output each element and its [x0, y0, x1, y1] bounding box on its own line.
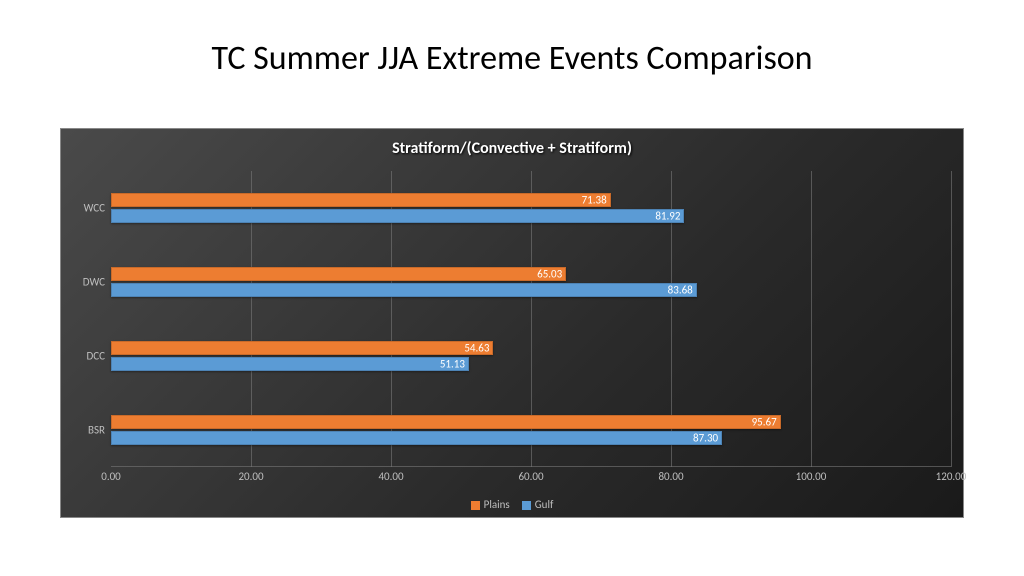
x-tick-label: 80.00	[658, 470, 683, 483]
y-tick-label: BSR	[65, 424, 105, 437]
bar-value-label: 65.03	[537, 268, 562, 281]
bar-plains-dwc: 65.03	[111, 267, 566, 281]
bar-gulf-dwc: 83.68	[111, 283, 697, 297]
bar-value-label: 87.30	[693, 432, 718, 445]
chart-container: Stratiform/(Convective + Stratiform) 0.0…	[60, 128, 964, 518]
x-tick-label: 0.00	[101, 470, 121, 483]
legend-item-plains: Plains	[471, 498, 510, 511]
bar-plains-dcc: 54.63	[111, 341, 493, 355]
x-tick-label: 40.00	[378, 470, 403, 483]
bar-value-label: 83.68	[668, 284, 693, 297]
legend-swatch	[522, 501, 531, 510]
bar-value-label: 81.92	[655, 210, 680, 223]
bar-gulf-dcc: 51.13	[111, 357, 469, 371]
x-tick-label: 20.00	[238, 470, 263, 483]
legend-label: Plains	[484, 498, 510, 511]
bar-value-label: 71.38	[582, 194, 607, 207]
y-tick-label: DWC	[65, 276, 105, 289]
plot-area: 0.0020.0040.0060.0080.00100.00120.00WCC7…	[111, 171, 951, 467]
bar-gulf-bsr: 87.30	[111, 431, 722, 445]
bar-gulf-wcc: 81.92	[111, 209, 684, 223]
bar-plains-wcc: 71.38	[111, 193, 611, 207]
legend: Plains Gulf	[61, 498, 963, 511]
y-tick-label: DCC	[65, 350, 105, 363]
bar-value-label: 95.67	[752, 416, 777, 429]
legend-label: Gulf	[535, 498, 554, 511]
x-tick-label: 120.00	[936, 470, 967, 483]
x-tick-label: 100.00	[796, 470, 827, 483]
slide-title: TC Summer JJA Extreme Events Comparison	[0, 0, 1024, 79]
legend-item-gulf: Gulf	[522, 498, 554, 511]
y-tick-label: WCC	[65, 202, 105, 215]
bar-value-label: 54.63	[464, 342, 489, 355]
chart-title: Stratiform/(Convective + Stratiform)	[61, 129, 963, 158]
bar-value-label: 51.13	[440, 358, 465, 371]
gridline	[811, 171, 812, 467]
bar-plains-bsr: 95.67	[111, 415, 781, 429]
x-tick-label: 60.00	[518, 470, 543, 483]
slide: TC Summer JJA Extreme Events Comparison …	[0, 0, 1024, 576]
gridline	[951, 171, 952, 467]
legend-swatch	[471, 501, 480, 510]
